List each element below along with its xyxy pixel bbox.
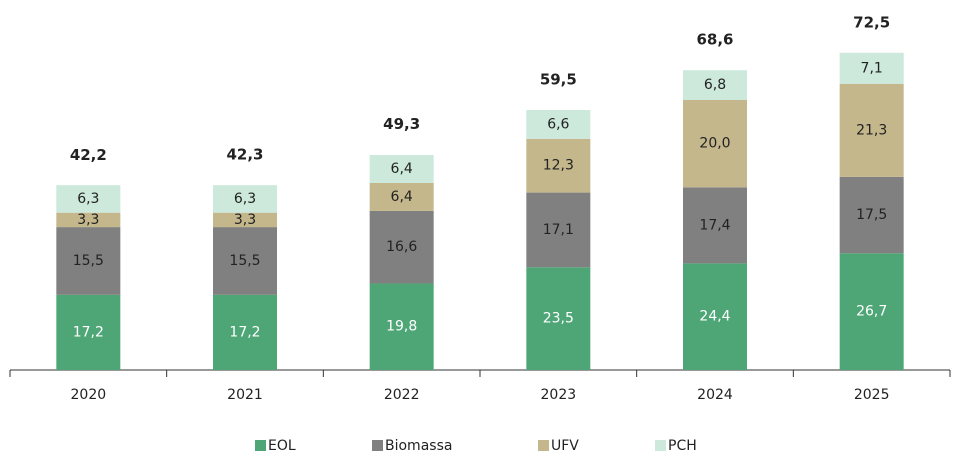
- bar-segment: [839, 83, 904, 177]
- bar-segment: [213, 185, 277, 213]
- bar-segment: [213, 294, 277, 370]
- total-label: 68,6: [696, 31, 733, 49]
- bar-segment: [683, 99, 747, 188]
- legend-swatch: [255, 440, 266, 451]
- bar-label: 12,3: [543, 158, 574, 174]
- bar-label: 16,6: [386, 239, 417, 255]
- bar-label: 6,8: [704, 77, 726, 93]
- bar-label: 3,3: [234, 212, 256, 228]
- bar-label: 17,2: [73, 324, 104, 340]
- bar-label: 6,4: [391, 161, 413, 177]
- bar-label: 7,1: [861, 60, 883, 76]
- x-tick-label: 2021: [227, 387, 263, 403]
- bar-label: 15,5: [229, 253, 260, 269]
- x-tick-label: 2020: [71, 387, 107, 403]
- bar-segment: [526, 138, 591, 193]
- bar-segment: [369, 154, 434, 183]
- bar-segment: [213, 227, 277, 295]
- bar-segment: [56, 212, 121, 228]
- bar-segment: [213, 212, 277, 228]
- bar-label: 20,0: [699, 136, 730, 152]
- bar-label: 6,4: [391, 189, 413, 205]
- bar-label: 19,8: [386, 319, 417, 335]
- bar-label: 3,3: [77, 212, 99, 228]
- bar-segment: [526, 109, 591, 139]
- bar-segment: [683, 70, 747, 100]
- bar-label: 23,5: [543, 311, 574, 327]
- bar-segment: [369, 283, 434, 370]
- bar-label: 24,4: [699, 309, 730, 325]
- bar-label: 17,5: [856, 207, 887, 223]
- legend-swatch: [372, 440, 383, 451]
- bar-segment: [56, 227, 121, 295]
- bar-label: 6,6: [547, 116, 569, 132]
- x-tick-label: 2024: [697, 387, 733, 403]
- bar-label: 6,3: [77, 191, 99, 207]
- total-label: 59,5: [540, 70, 577, 88]
- total-label: 42,3: [226, 146, 263, 164]
- bar-label: 21,3: [856, 122, 887, 138]
- bar-label: 26,7: [856, 304, 887, 320]
- bar-label: 17,2: [229, 324, 260, 340]
- total-label: 42,2: [70, 146, 107, 164]
- legend-swatch: [538, 440, 549, 451]
- legend-swatch: [655, 440, 666, 451]
- legend-label: Biomassa: [385, 438, 452, 454]
- bar-label: 15,5: [73, 253, 104, 269]
- x-tick-label: 2022: [384, 387, 420, 403]
- bar-segment: [526, 192, 591, 268]
- bar-segment: [56, 185, 121, 213]
- bar-segment: [683, 187, 747, 264]
- x-tick-label: 2023: [541, 387, 577, 403]
- x-tick-label: 2025: [854, 387, 890, 403]
- bar-segment: [839, 176, 904, 254]
- bar-segment: [839, 253, 904, 370]
- bar-segment: [369, 182, 434, 211]
- legend-label: EOL: [268, 438, 296, 454]
- bar-label: 17,1: [543, 222, 574, 238]
- legend-label: UFV: [551, 438, 579, 454]
- bar-segment: [839, 52, 904, 84]
- bar-segment: [56, 294, 121, 370]
- bar-segment: [683, 263, 747, 370]
- bar-label: 17,4: [699, 217, 730, 233]
- total-label: 49,3: [383, 115, 420, 133]
- bar-label: 6,3: [234, 191, 256, 207]
- bar-segment: [369, 210, 434, 284]
- bar-segment: [526, 267, 591, 370]
- total-label: 72,5: [853, 14, 890, 32]
- legend-label: PCH: [668, 438, 697, 454]
